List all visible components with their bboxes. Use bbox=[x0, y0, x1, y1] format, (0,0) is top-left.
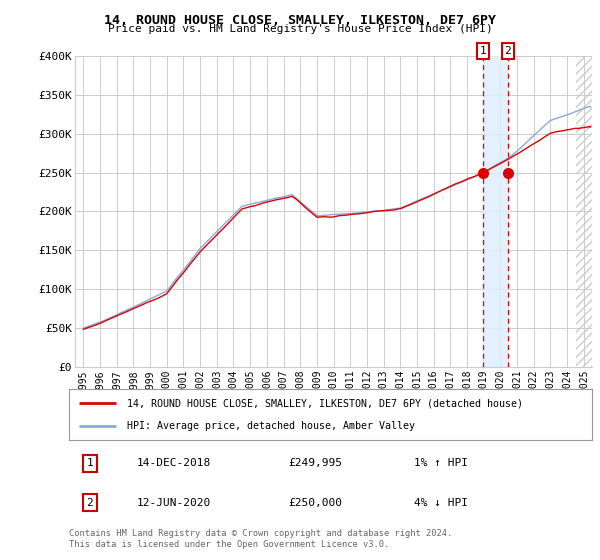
Bar bbox=[575, 56, 592, 367]
Bar bbox=[483, 56, 508, 367]
Text: HPI: Average price, detached house, Amber Valley: HPI: Average price, detached house, Ambe… bbox=[127, 421, 415, 431]
Text: 14, ROUND HOUSE CLOSE, SMALLEY, ILKESTON, DE7 6PY (detached house): 14, ROUND HOUSE CLOSE, SMALLEY, ILKESTON… bbox=[127, 398, 523, 408]
Text: 1: 1 bbox=[86, 459, 94, 468]
Text: 14, ROUND HOUSE CLOSE, SMALLEY, ILKESTON, DE7 6PY: 14, ROUND HOUSE CLOSE, SMALLEY, ILKESTON… bbox=[104, 14, 496, 27]
Text: 14-DEC-2018: 14-DEC-2018 bbox=[137, 459, 211, 468]
Text: 1% ↑ HPI: 1% ↑ HPI bbox=[415, 459, 469, 468]
Text: 1: 1 bbox=[480, 46, 487, 56]
Text: 2: 2 bbox=[505, 46, 511, 56]
Text: 12-JUN-2020: 12-JUN-2020 bbox=[137, 498, 211, 507]
Bar bbox=[575, 56, 592, 367]
Text: 2: 2 bbox=[86, 498, 94, 507]
Text: Price paid vs. HM Land Registry's House Price Index (HPI): Price paid vs. HM Land Registry's House … bbox=[107, 24, 493, 34]
Text: 4% ↓ HPI: 4% ↓ HPI bbox=[415, 498, 469, 507]
Text: £250,000: £250,000 bbox=[289, 498, 343, 507]
Text: Contains HM Land Registry data © Crown copyright and database right 2024.
This d: Contains HM Land Registry data © Crown c… bbox=[69, 529, 452, 549]
Text: £249,995: £249,995 bbox=[289, 459, 343, 468]
